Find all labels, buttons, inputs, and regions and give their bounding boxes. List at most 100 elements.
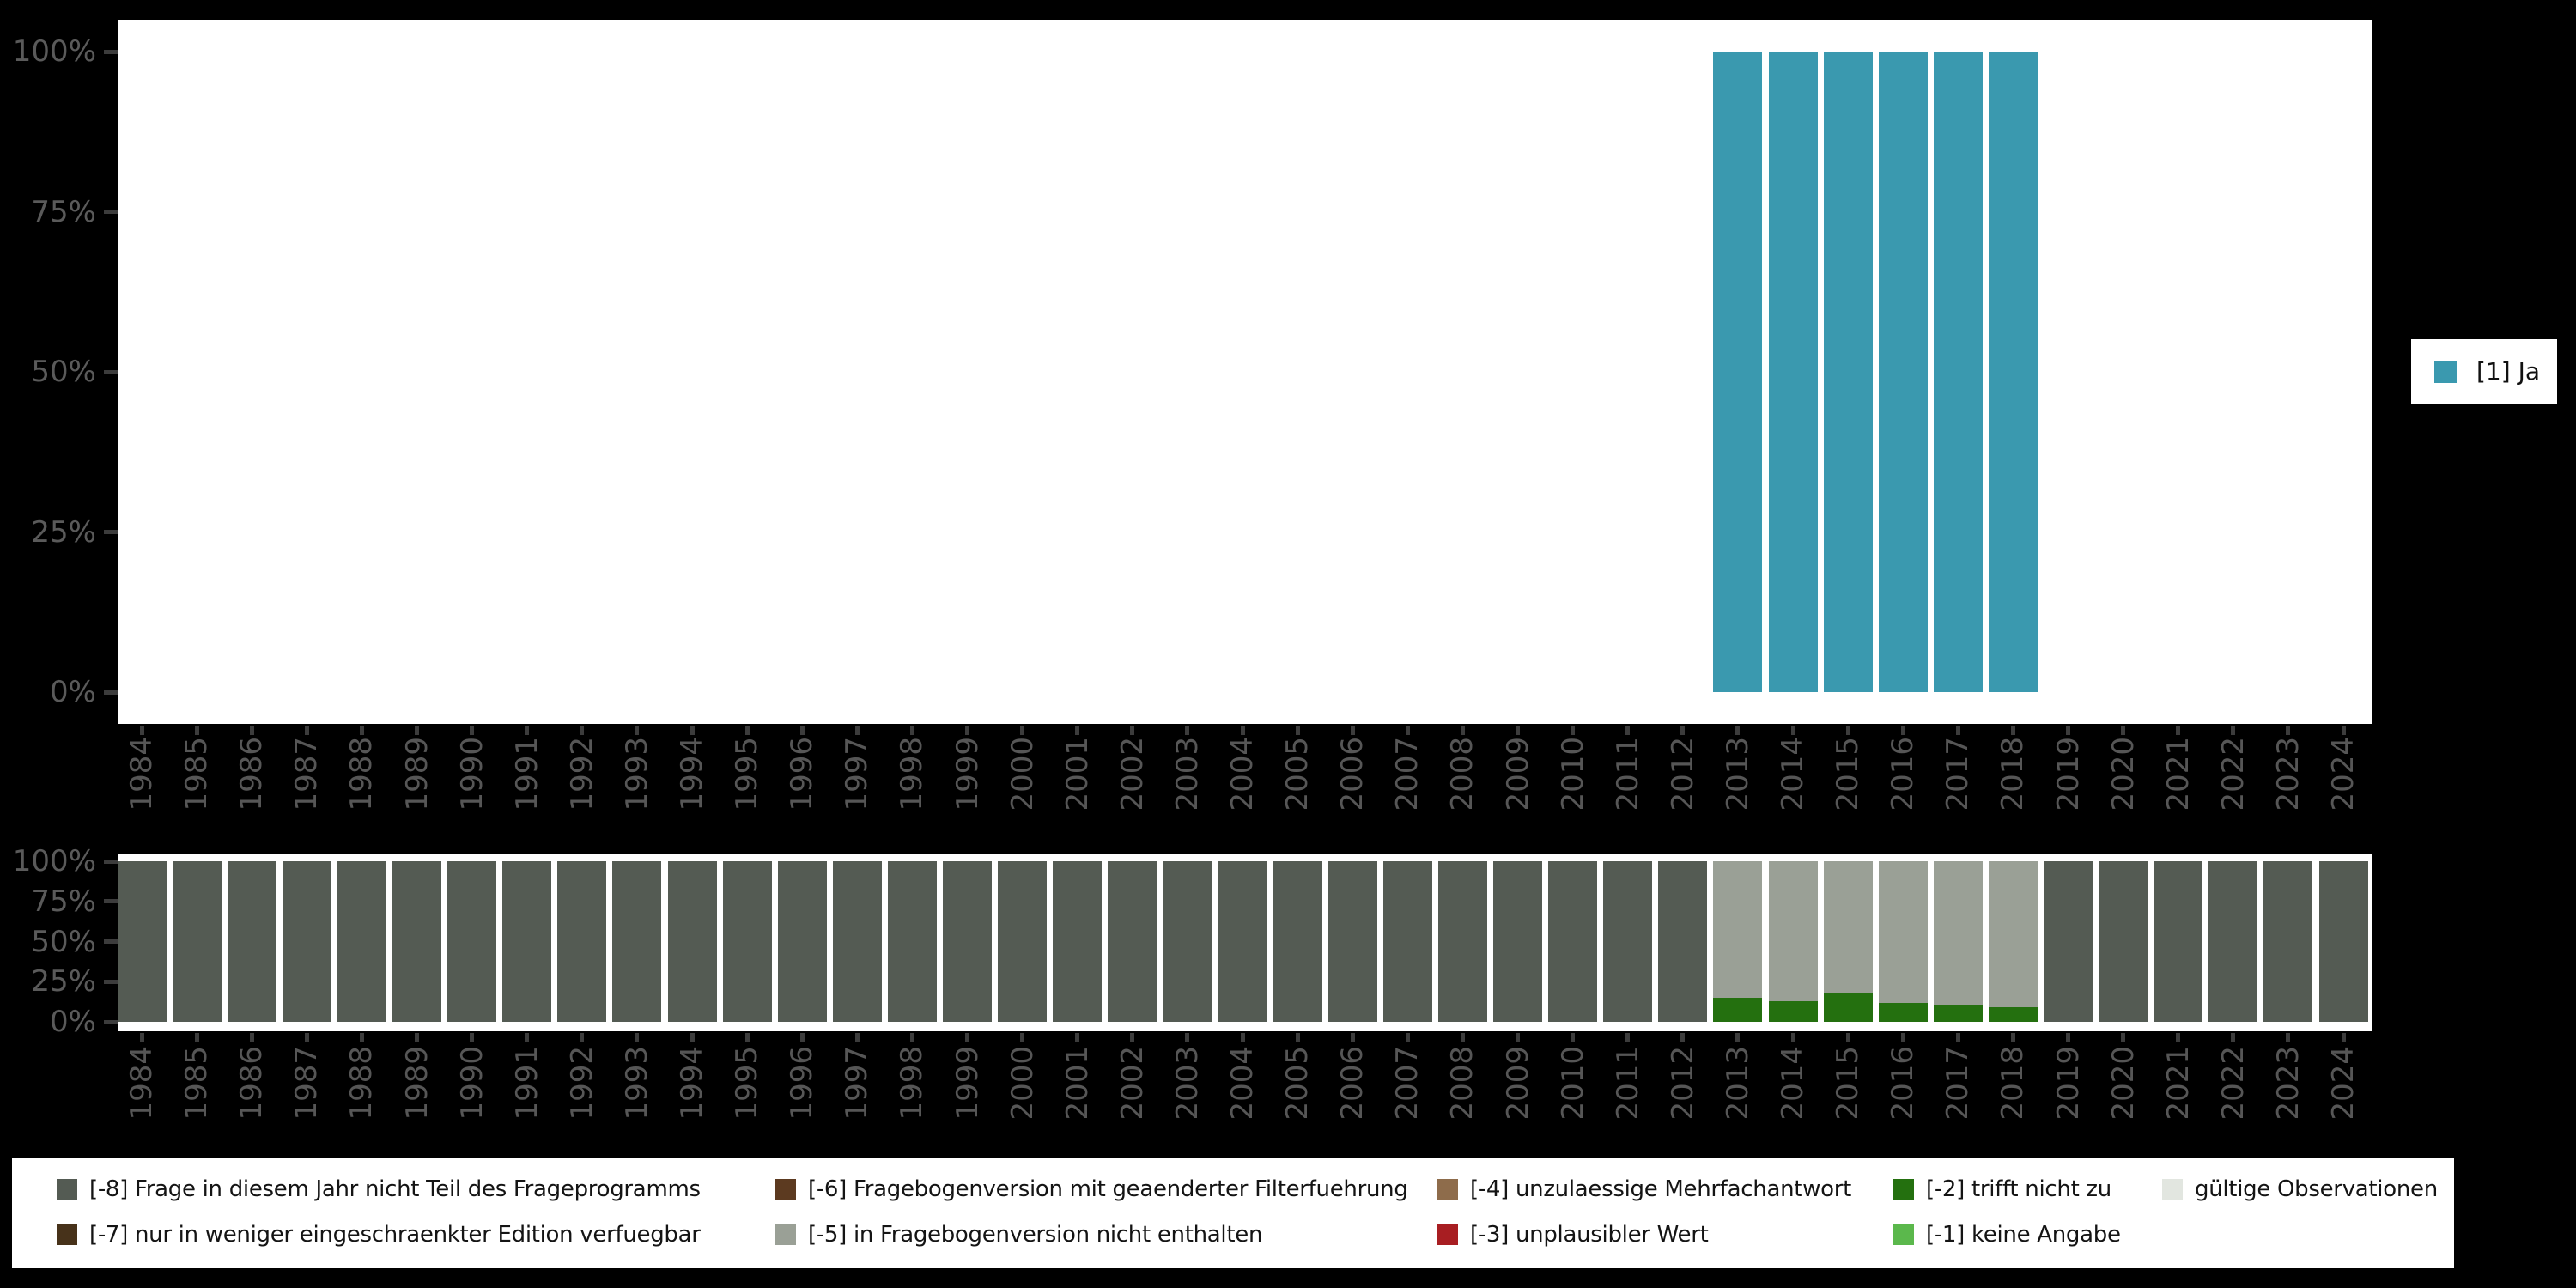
x-tick-mark	[909, 726, 914, 735]
year-label: 2021	[2160, 737, 2196, 811]
year-label: 1989	[399, 1046, 434, 1121]
year-label: 2005	[1280, 737, 1315, 811]
bottom-seg-2004-m8	[1218, 861, 1267, 1022]
x-tick-mark	[909, 1033, 914, 1042]
x-tick-mark	[525, 1033, 530, 1042]
x-tick-mark	[249, 726, 254, 735]
bottom-seg-2006-m8	[1327, 861, 1377, 1022]
bottom-seg-2005-m8	[1273, 861, 1322, 1022]
x-tick-mark	[1350, 1033, 1355, 1042]
year-label: 2024	[2326, 737, 2360, 811]
year-label: 2004	[1225, 737, 1260, 811]
x-tick-mark	[1240, 726, 1245, 735]
bottom-seg-1997-m8	[832, 861, 882, 1022]
bottom-seg-2016-m5	[1878, 861, 1928, 1003]
x-tick-mark	[194, 726, 199, 735]
x-tick-mark	[1405, 726, 1410, 735]
x-tick-mark	[1900, 726, 1905, 735]
year-label: 2017	[1941, 1046, 1976, 1121]
bottom-seg-2020-m8	[2099, 861, 2148, 1022]
bottom-seg-2022-m8	[2208, 861, 2258, 1022]
x-tick-mark	[1295, 1033, 1300, 1042]
year-label: 2016	[1886, 1046, 1921, 1121]
year-label: 2013	[1720, 737, 1755, 811]
x-tick-mark	[690, 1033, 695, 1042]
year-label: 1992	[564, 1046, 599, 1121]
x-tick-mark	[1845, 1033, 1850, 1042]
year-label: 2004	[1225, 1046, 1260, 1121]
x-tick-mark	[1571, 726, 1576, 735]
year-label: 2020	[2105, 737, 2141, 811]
x-tick-mark	[2341, 1033, 2346, 1042]
year-label: 2018	[1996, 1046, 2031, 1121]
y-tick-label: 0%	[50, 1005, 96, 1039]
x-tick-mark	[1845, 726, 1850, 735]
x-tick-mark	[1571, 1033, 1576, 1042]
m6-swatch-icon	[775, 1179, 796, 1200]
year-label: 1996	[785, 737, 820, 811]
x-tick-mark	[580, 1033, 585, 1042]
bottom-seg-1996-m8	[777, 861, 827, 1022]
x-tick-mark	[2066, 1033, 2070, 1042]
x-tick-mark	[359, 1033, 364, 1042]
x-tick-mark	[470, 1033, 475, 1042]
bottom-seg-2012-m8	[1658, 861, 1708, 1022]
year-label: 1997	[840, 1046, 875, 1121]
top-bar-2016	[1878, 52, 1928, 692]
m7-swatch-icon	[57, 1224, 77, 1245]
year-label: 1990	[454, 1046, 489, 1121]
m5-swatch-icon	[775, 1224, 796, 1245]
y-tick-mark	[104, 939, 118, 944]
x-tick-mark	[2121, 726, 2126, 735]
bottom-seg-2015-m2	[1823, 993, 1873, 1022]
x-tick-mark	[1625, 726, 1631, 735]
year-label: 1994	[675, 737, 709, 811]
bottom-seg-2001-m8	[1053, 861, 1103, 1022]
y-tick-mark	[104, 1019, 118, 1024]
answer-legend: [1] Ja	[2411, 339, 2557, 404]
bottom-seg-1991-m8	[502, 861, 552, 1022]
bottom-seg-2000-m8	[998, 861, 1048, 1022]
top-bar-2014	[1768, 52, 1818, 692]
year-label: 2015	[1831, 1046, 1866, 1121]
year-label: 2022	[2215, 1046, 2251, 1121]
x-tick-mark	[249, 1033, 254, 1042]
year-label: 2018	[1996, 737, 2031, 811]
bottom-seg-2019-m8	[2044, 861, 2093, 1022]
year-label: 2005	[1280, 1046, 1315, 1121]
bottom-seg-1984-m8	[117, 861, 167, 1022]
x-tick-mark	[1900, 1033, 1905, 1042]
y-tick-label: 100%	[12, 34, 96, 69]
x-tick-mark	[1405, 1033, 1410, 1042]
year-label: 2019	[2050, 1046, 2086, 1121]
top-bar-2013	[1713, 52, 1763, 692]
m3-swatch-icon	[1437, 1224, 1458, 1245]
m8-swatch-icon	[57, 1179, 77, 1200]
year-label: 2011	[1610, 1046, 1645, 1121]
m1-swatch-icon	[1893, 1224, 1914, 1245]
y-tick-mark	[104, 979, 118, 984]
x-tick-mark	[1790, 1033, 1795, 1042]
legend-label-m2: [-2] trifft nicht zu	[1926, 1176, 2111, 1202]
x-tick-mark	[635, 1033, 640, 1042]
year-label: 2000	[1005, 737, 1040, 811]
year-label: 1997	[840, 737, 875, 811]
top-chart-panel	[118, 20, 2372, 724]
bottom-chart-panel	[117, 854, 2372, 1031]
x-tick-mark	[1790, 726, 1795, 735]
year-label: 1992	[564, 737, 599, 811]
year-label: 1993	[619, 1046, 654, 1121]
x-tick-mark	[854, 726, 860, 735]
year-label: 1998	[895, 1046, 930, 1121]
x-tick-mark	[1516, 726, 1520, 735]
year-label: 2024	[2326, 1046, 2360, 1121]
x-tick-mark	[470, 726, 475, 735]
y-tick-mark	[104, 369, 118, 374]
x-tick-mark	[1185, 726, 1190, 735]
legend-label-m8: [-8] Frage in diesem Jahr nicht Teil des…	[89, 1176, 701, 1202]
bottom-seg-1988-m8	[337, 861, 386, 1022]
year-label: 2006	[1335, 1046, 1370, 1121]
bottom-seg-2011-m8	[1603, 861, 1653, 1022]
bottom-seg-2013-m2	[1713, 997, 1763, 1022]
ja-swatch-icon	[2434, 361, 2457, 383]
